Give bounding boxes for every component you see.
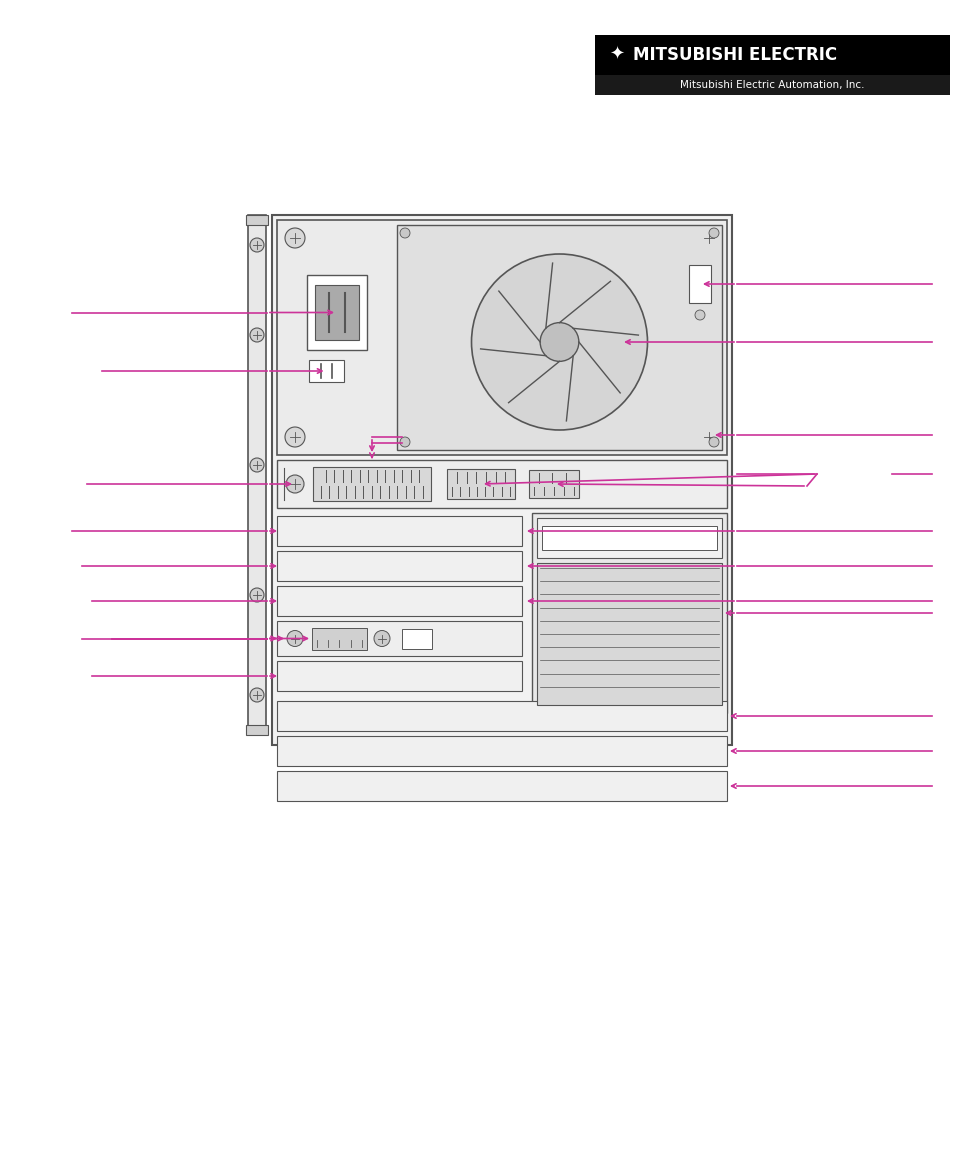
Bar (396, 225, 721, 450)
Circle shape (399, 438, 410, 447)
Circle shape (250, 238, 264, 252)
Circle shape (250, 328, 264, 343)
Bar (276, 662, 521, 691)
Bar (688, 265, 710, 303)
Bar (276, 221, 726, 455)
Bar (276, 621, 521, 656)
Circle shape (695, 310, 704, 320)
Circle shape (699, 427, 719, 447)
Bar (595, 35, 949, 75)
Circle shape (250, 689, 264, 701)
Circle shape (539, 323, 578, 361)
Bar (276, 551, 521, 581)
Bar (276, 516, 521, 545)
Circle shape (250, 457, 264, 472)
Bar (401, 629, 432, 649)
Text: Mitsubishi Electric Automation, Inc.: Mitsubishi Electric Automation, Inc. (679, 80, 863, 90)
Bar (276, 460, 726, 508)
Bar (541, 526, 717, 550)
Bar (246, 725, 268, 735)
Bar (447, 469, 515, 499)
Bar (529, 470, 578, 499)
Bar (537, 563, 721, 705)
Circle shape (287, 631, 303, 646)
Text: ✦: ✦ (609, 46, 624, 65)
Bar (537, 518, 721, 558)
Circle shape (286, 475, 304, 493)
Circle shape (250, 588, 264, 602)
Circle shape (708, 438, 719, 447)
Circle shape (285, 228, 305, 248)
Bar (276, 771, 726, 801)
Circle shape (399, 228, 410, 238)
Bar (246, 215, 268, 225)
Bar (313, 467, 431, 501)
Bar (312, 628, 367, 650)
Circle shape (708, 228, 719, 238)
Bar (272, 215, 731, 745)
Circle shape (374, 631, 390, 646)
Bar (248, 215, 266, 735)
Circle shape (699, 228, 719, 248)
Circle shape (285, 427, 305, 447)
Bar (276, 735, 726, 766)
Bar (276, 701, 726, 731)
Bar (595, 75, 949, 95)
Bar (532, 513, 726, 713)
Bar (314, 285, 358, 340)
Text: MITSUBISHI ELECTRIC: MITSUBISHI ELECTRIC (633, 46, 836, 65)
Bar (309, 360, 344, 382)
Bar (276, 586, 521, 616)
Circle shape (471, 255, 647, 430)
Bar (307, 274, 367, 350)
